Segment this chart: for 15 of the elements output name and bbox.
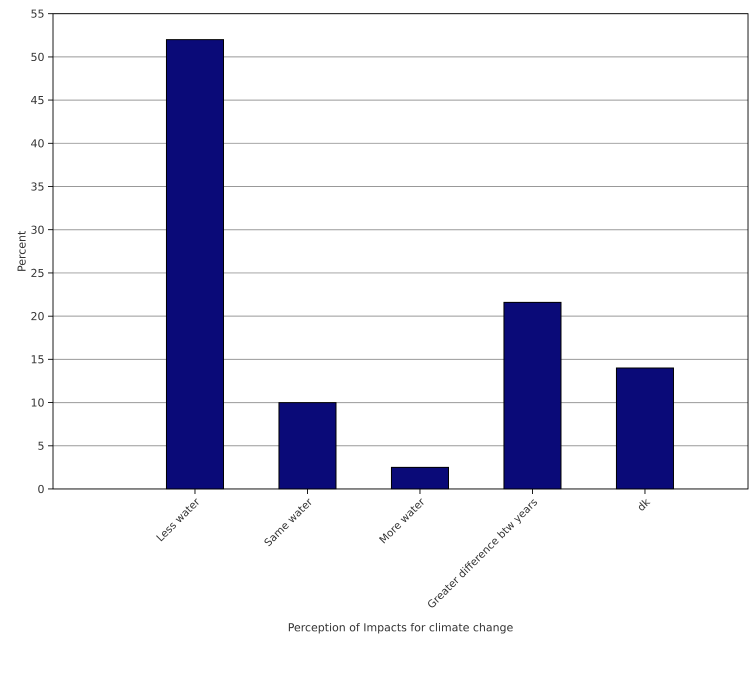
y-tick-label: 35 bbox=[31, 182, 44, 191]
y-tick-label: 15 bbox=[32, 355, 44, 364]
x-tick-label: dk bbox=[638, 498, 651, 510]
y-axis-title: Percent bbox=[18, 230, 26, 271]
y-tick-label: 25 bbox=[31, 268, 44, 278]
y-tick-label: 45 bbox=[31, 96, 44, 104]
y-tick-label: 0 bbox=[38, 484, 44, 494]
y-tick-label: 50 bbox=[31, 52, 44, 62]
y-tick-label: 5 bbox=[38, 442, 44, 450]
y-tick-label: 40 bbox=[31, 139, 44, 148]
y-tick-label: 20 bbox=[31, 312, 44, 320]
x-axis-title: Perception of Impacts for climate change bbox=[288, 622, 513, 634]
y-tick-label: 10 bbox=[32, 398, 44, 407]
y-tick-label: 30 bbox=[31, 226, 44, 234]
y-tick-label: 55 bbox=[31, 10, 44, 18]
